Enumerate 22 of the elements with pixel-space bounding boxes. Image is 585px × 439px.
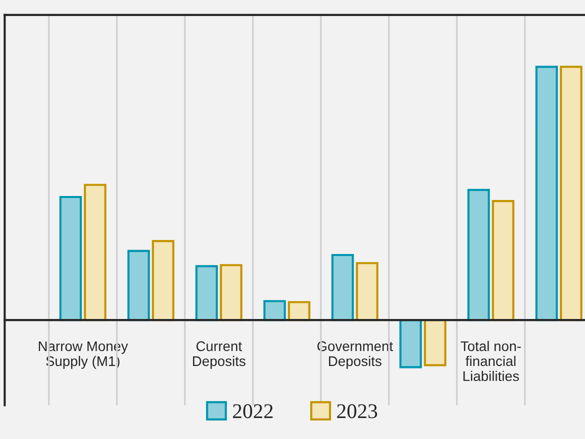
bar [195, 265, 218, 322]
bar [220, 264, 242, 322]
x-tick-label: Total non- financial Liabilities [460, 340, 521, 382]
bar [356, 262, 378, 322]
bar [399, 319, 422, 368]
bar [492, 200, 514, 322]
legend-label: 2023 [337, 404, 378, 418]
x-tick-label: Current Deposits [193, 341, 246, 369]
bar [84, 184, 106, 322]
x-tick-label: Government Deposits [317, 341, 393, 369]
bar [331, 254, 354, 322]
x-tick-label: Narrow Money Supply (M1) [38, 341, 128, 369]
bar [535, 66, 558, 322]
bar [560, 66, 582, 322]
legend-label: 2022 [233, 404, 273, 418]
bar [59, 196, 82, 322]
bar [467, 188, 490, 322]
bar [288, 301, 310, 322]
bar [127, 250, 150, 322]
bar [424, 319, 446, 366]
bar [263, 300, 286, 322]
bar [152, 240, 174, 322]
